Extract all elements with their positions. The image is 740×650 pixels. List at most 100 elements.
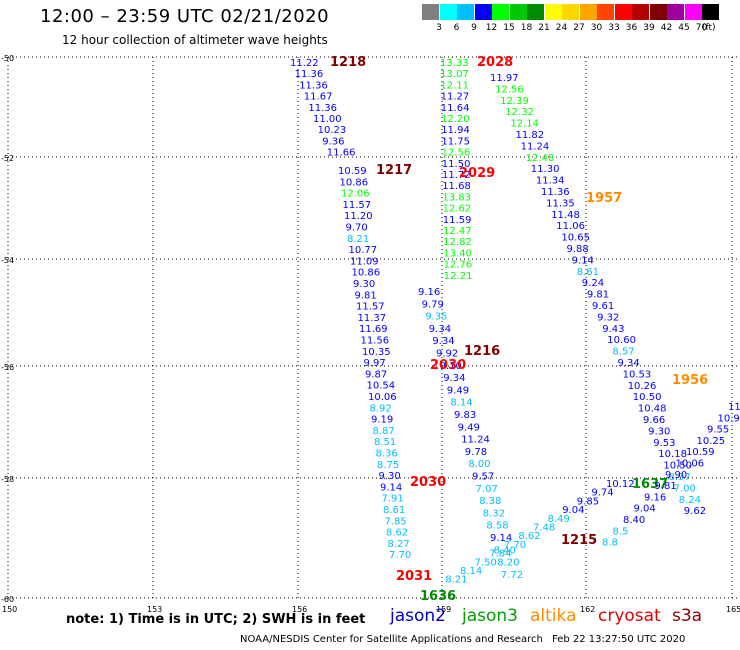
wave-height-value: 7.00: [674, 483, 696, 494]
legend-swatch: [649, 4, 667, 20]
satellite-legend-item: s3a: [672, 606, 703, 626]
wave-height-value: 10.86: [352, 268, 381, 279]
footer-credit: NOAA/NESDIS Center for Satellite Applica…: [240, 634, 543, 645]
legend-unit: (ft): [702, 23, 716, 33]
legend-label: 33: [608, 23, 620, 33]
legend-swatch: [684, 4, 702, 20]
wave-height-value: 11.20: [344, 211, 373, 222]
wave-height-value: 9.10: [440, 361, 462, 372]
wave-height-value: 9.30: [353, 279, 375, 290]
wave-height-value: 12.47: [443, 226, 472, 237]
wave-height-value: 12.48: [526, 153, 555, 164]
wave-height-value: 9.62: [684, 506, 706, 517]
lon-tick-label: 156: [292, 605, 307, 614]
wave-height-value: 8.8: [602, 538, 618, 549]
wave-height-value: 8.49: [548, 514, 570, 525]
wave-height-value: 13.33: [440, 58, 469, 69]
legend-label: 36: [625, 23, 638, 33]
wave-height-value: 11.66: [327, 148, 356, 159]
legend-swatch: [474, 4, 492, 20]
wave-height-value: 11.94: [441, 125, 470, 136]
wave-height-value: 11.35: [546, 198, 575, 209]
wave-height-value: 8.51: [374, 437, 396, 448]
wave-height-value: 9.34: [618, 358, 640, 369]
legend-swatch: [562, 4, 579, 20]
wave-height-value: 10.12: [606, 479, 635, 490]
legend-label: 21: [538, 23, 550, 33]
wave-height-value: 8.24: [679, 495, 701, 506]
wave-height-value: 9.35: [425, 312, 447, 323]
legend-swatch: [422, 4, 439, 20]
wave-height-value: 9.81: [655, 481, 677, 492]
wave-height-value: 12.82: [443, 237, 472, 248]
wave-height-value: 11.24: [521, 141, 550, 152]
map-subtitle: 12 hour collection of altimeter wave hei…: [62, 33, 328, 47]
wave-height-value: 11.37: [358, 313, 387, 324]
track-time-label: 2031: [396, 569, 432, 584]
wave-height-value: 13.07: [440, 69, 469, 80]
wave-height-value: 10.06: [676, 459, 705, 470]
wave-height-value: 8.20: [497, 558, 519, 569]
legend-swatch: [632, 4, 649, 20]
wave-height-value: 8.14: [460, 566, 482, 577]
track-time-label: 1956: [672, 373, 708, 388]
legend-swatch: [614, 4, 632, 20]
track-time-label: 2028: [477, 55, 513, 70]
satellite-legend-item: altika: [530, 606, 577, 626]
wave-height-value: 10.54: [367, 381, 396, 392]
wave-height-value: 8.00: [468, 459, 490, 470]
legend-label: 70: [695, 23, 708, 33]
wave-height-value: 11.24: [461, 435, 490, 446]
wave-height-value: 12.62: [443, 204, 472, 215]
legend-label: 30: [590, 23, 603, 33]
wave-height-value: 8.32: [483, 508, 505, 519]
legend-label: 3: [436, 23, 442, 33]
track-time-label: 1957: [586, 191, 622, 206]
wave-height-value: 9.61: [592, 301, 614, 312]
wave-height-value: 12.21: [444, 271, 473, 282]
wave-height-value: 10.97: [718, 413, 740, 424]
wave-height-value: 7.07: [476, 484, 498, 495]
legend-swatch: [527, 4, 544, 20]
wave-height-value: 12.11: [440, 80, 469, 91]
wave-height-value: 8.62: [386, 528, 408, 539]
track-time-label: 2030: [430, 358, 466, 373]
wave-height-value: 9.57: [472, 472, 494, 483]
wave-height-value: 11.57: [343, 200, 372, 211]
wave-height-value: 8.58: [486, 521, 508, 532]
wave-height-value: 9.32: [597, 312, 619, 323]
wave-height-value: 7.72: [501, 570, 523, 581]
wave-height-value: 10.59: [338, 166, 367, 177]
wave-height-value: 12.20: [441, 114, 470, 125]
wave-height-value: 9.34: [443, 373, 465, 384]
track-time-label: 2030: [410, 475, 446, 490]
wave-height-value: 10.50: [663, 461, 692, 472]
legend-swatch: [439, 4, 457, 20]
wave-height-value: 11.06: [556, 221, 585, 232]
wave-height-value: 9.66: [643, 415, 665, 426]
wave-height-value: 8.5: [613, 526, 629, 537]
wave-height-value: 11.68: [442, 181, 471, 192]
wave-height-value: 10.65: [561, 233, 590, 244]
lon-tick-label: 165: [726, 605, 740, 614]
wave-height-value: 8.27: [388, 539, 410, 550]
wave-height-value: 13.40: [443, 248, 472, 259]
wave-height-value: 11.48: [551, 210, 580, 221]
wave-height-value: 11.09: [350, 256, 379, 267]
lat-tick-label: -54: [1, 256, 14, 265]
wave-height-value: 12.56: [495, 84, 524, 95]
wave-height-value: 9.53: [653, 438, 675, 449]
wave-height-value: 7.70: [504, 540, 526, 551]
wave-height-value: 10.23: [318, 125, 347, 136]
wave-height-value: 8.61: [383, 505, 405, 516]
legend-swatch: [492, 4, 509, 20]
wave-height-value: 11.72: [442, 170, 471, 181]
wave-height-value: 8.40: [494, 545, 516, 556]
wave-height-value: 7.84: [489, 549, 511, 560]
wave-height-value: 13.83: [442, 192, 471, 203]
wave-height-value: 8.62: [518, 531, 540, 542]
wave-height-value: 7.50: [475, 557, 497, 568]
wave-height-value: 9.49: [447, 385, 469, 396]
lon-tick-label: 153: [147, 605, 162, 614]
